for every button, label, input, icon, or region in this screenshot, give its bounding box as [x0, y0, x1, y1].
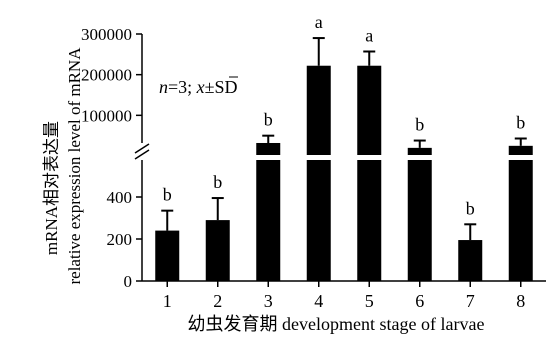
- bar: [508, 160, 533, 281]
- bar: [306, 160, 331, 281]
- bar-upper-segment: [407, 147, 432, 155]
- x-axis-title: 幼虫发育期 development stage of larvae: [188, 314, 485, 334]
- plot-area: 0 200 400 100000 200000 300000 b 1 b 2 b 3 a 4 a 5 b 6 b 7 b…: [81, 12, 546, 311]
- x-tick-label: 8: [516, 291, 525, 311]
- x-tick-label: 1: [163, 291, 172, 311]
- y-tick-label: 200: [107, 230, 133, 249]
- y-tick-label: 400: [107, 188, 133, 207]
- significance-label: b: [415, 115, 424, 135]
- y-tick-label: 200000: [81, 66, 132, 85]
- bar-upper-segment: [357, 65, 382, 155]
- annotation-n: n: [159, 77, 168, 97]
- y-axis-title-line1: mRNA相对表达量: [42, 121, 61, 255]
- axis-break-mark: [134, 149, 150, 160]
- y-tick-label: 0: [124, 272, 133, 291]
- y-tick-label: 300000: [81, 25, 132, 44]
- x-tick-label: 6: [415, 291, 424, 311]
- y-tick-label: 100000: [81, 106, 132, 125]
- x-tick-label: 2: [213, 291, 222, 311]
- bar: [458, 240, 483, 281]
- x-tick-label: 5: [365, 291, 374, 311]
- bar: [155, 230, 180, 281]
- annotation-mean: x: [196, 77, 205, 97]
- sample-annotation: n=3; x±SD: [159, 77, 238, 97]
- annotation-sd: ±SD: [205, 77, 238, 97]
- y-axis-title-line2: relative expression level of mRNA: [65, 47, 84, 285]
- bar: [357, 160, 382, 281]
- bar-upper-segment: [306, 65, 331, 155]
- significance-label: a: [315, 12, 323, 32]
- significance-label: b: [466, 198, 475, 218]
- x-tick-label: 3: [264, 291, 273, 311]
- significance-label: a: [365, 25, 373, 45]
- annotation-count: =3;: [168, 77, 197, 97]
- significance-label: b: [264, 110, 273, 130]
- significance-label: b: [516, 113, 525, 133]
- bar: [205, 220, 230, 281]
- x-tick-label: 7: [466, 291, 475, 311]
- x-tick-label: 4: [314, 291, 323, 311]
- bar-upper-segment: [256, 142, 281, 155]
- bar-upper-segment: [508, 145, 533, 155]
- axis-break-mark: [134, 143, 150, 154]
- bar: [407, 160, 432, 281]
- significance-label: b: [163, 185, 172, 205]
- significance-label: b: [213, 172, 222, 192]
- bar: [256, 160, 281, 281]
